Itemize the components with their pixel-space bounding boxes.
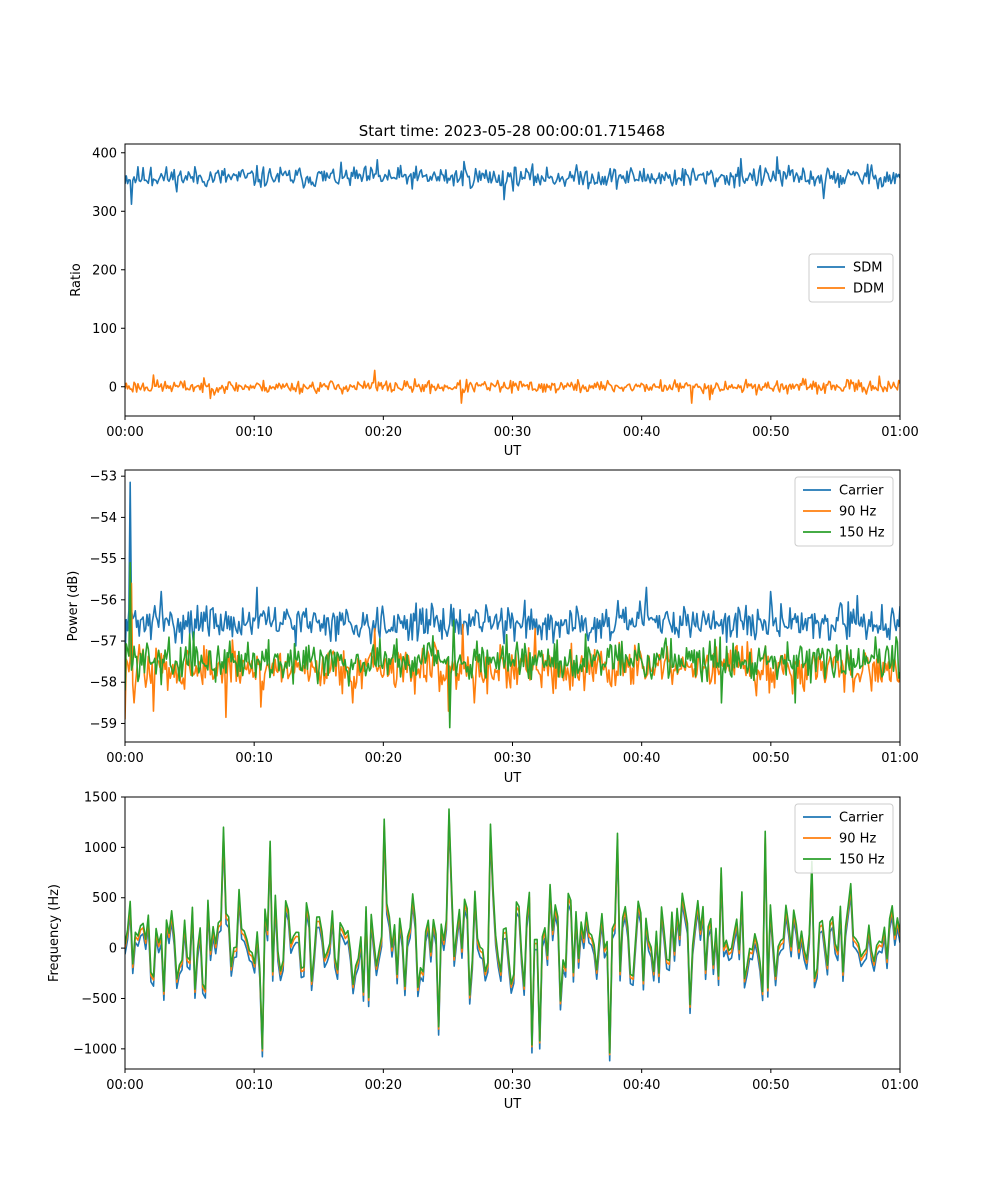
x-tick-label: 00:50	[752, 751, 789, 766]
figure-title: Start time: 2023-05-28 00:00:01.715468	[359, 122, 665, 140]
x-tick-label: 00:20	[365, 751, 402, 766]
x-axis-label: UT	[504, 1097, 522, 1112]
series-line-sdm	[125, 156, 900, 206]
y-tick-label: 300	[92, 205, 117, 220]
legend-entry: Carrier	[839, 811, 884, 826]
legend-box	[808, 253, 894, 303]
series-line-150-hz	[125, 808, 900, 1054]
legend: Carrier 90 Hz 150 Hz	[794, 803, 894, 874]
legend: Carrier 90 Hz 150 Hz	[794, 476, 894, 547]
x-tick-label: 00:10	[235, 1078, 272, 1093]
y-tick-label: 1500	[84, 791, 117, 806]
x-tick-label: 00:10	[235, 425, 272, 440]
legend-entry: Carrier	[839, 484, 884, 499]
y-axis-label: Ratio	[69, 263, 84, 296]
legend-entry: 150 Hz	[839, 526, 885, 541]
y-tick-label: 100	[92, 322, 117, 337]
y-axis-label: Power (dB)	[66, 571, 81, 642]
y-tick-label: −59	[90, 717, 117, 732]
x-tick-label: 00:20	[365, 1078, 402, 1093]
y-tick-label: 400	[92, 146, 117, 161]
x-tick-label: 01:00	[881, 425, 918, 440]
y-tick-label: 500	[92, 891, 117, 906]
axes-frame	[124, 469, 901, 743]
legend-entry: DDM	[853, 282, 884, 297]
x-tick-label: 00:00	[106, 751, 143, 766]
y-tick-label: 0	[109, 380, 117, 395]
x-tick-label: 00:40	[623, 425, 660, 440]
y-tick-label: 1000	[84, 841, 117, 856]
series-line-90-hz	[125, 582, 900, 720]
legend-entry: SDM	[853, 261, 882, 276]
panel-2: 00:00 00:10 00:20 00:30 00:40 00:50 01:00 −59 −5…	[66, 469, 919, 786]
x-tick-label: 01:00	[881, 751, 918, 766]
x-tick-label: 00:50	[752, 1078, 789, 1093]
panel-1: 00:00 00:10 00:20 00:30 00:40 00:50 01:00 0 100 2…	[69, 143, 919, 459]
legend-entry: 90 Hz	[839, 505, 876, 520]
x-tick-label: 00:00	[106, 1078, 143, 1093]
x-tick-label: 00:30	[494, 1078, 531, 1093]
x-tick-label: 00:40	[623, 751, 660, 766]
series-line-150-hz	[125, 561, 900, 729]
y-tick-label: 0	[109, 942, 117, 957]
legend: SDM DDM	[808, 253, 894, 303]
x-axis-label: UT	[504, 771, 522, 786]
y-tick-label: −56	[90, 593, 117, 608]
x-tick-label: 00:10	[235, 751, 272, 766]
panel-3: 00:00 00:10 00:20 00:30 00:40 00:50 01:00 −1000…	[47, 791, 919, 1113]
legend-entry: 90 Hz	[839, 832, 876, 847]
y-tick-label: −57	[90, 635, 117, 650]
series-line-ddm	[125, 369, 900, 404]
x-tick-label: 00:40	[623, 1078, 660, 1093]
x-tick-label: 00:20	[365, 425, 402, 440]
x-tick-label: 01:00	[881, 1078, 918, 1093]
x-tick-label: 00:30	[494, 751, 531, 766]
y-tick-label: −58	[90, 676, 117, 691]
series-line-carrier	[125, 481, 900, 662]
legend-entry: 150 Hz	[839, 853, 885, 868]
y-tick-label: −53	[90, 470, 117, 485]
y-tick-label: 200	[92, 263, 117, 278]
y-axis-label: Frequency (Hz)	[47, 884, 62, 982]
legend-box	[794, 476, 894, 547]
x-axis-label: UT	[504, 444, 522, 459]
x-tick-label: 00:00	[106, 425, 143, 440]
y-tick-label: −500	[81, 992, 117, 1007]
y-tick-label: −55	[90, 552, 117, 567]
legend-box	[794, 803, 894, 874]
y-tick-label: −54	[90, 511, 117, 526]
x-tick-label: 00:30	[494, 425, 531, 440]
y-tick-label: −1000	[73, 1042, 117, 1057]
x-tick-label: 00:50	[752, 425, 789, 440]
